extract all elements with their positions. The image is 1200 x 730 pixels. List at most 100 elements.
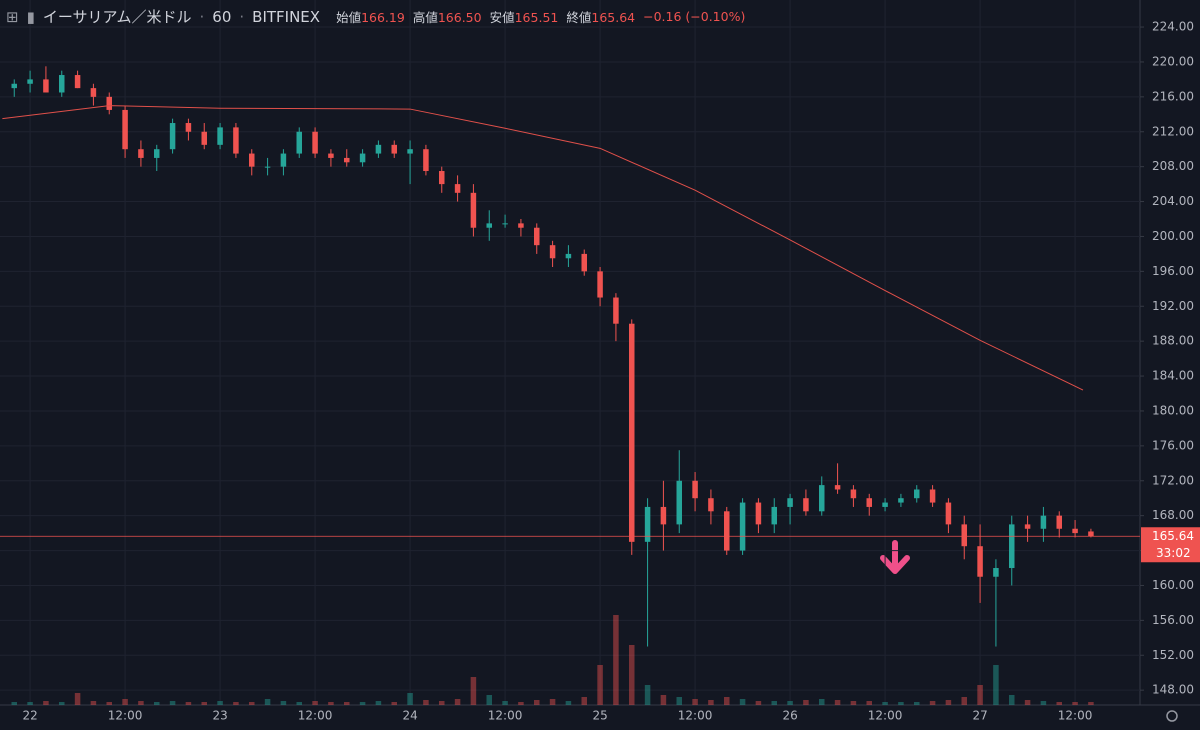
- volume-bar: [439, 701, 445, 705]
- candle-body: [59, 75, 65, 93]
- ohlc-label: 始値: [336, 10, 362, 25]
- ohlc-item: 安値165.51: [490, 7, 559, 26]
- volume-bar: [407, 693, 413, 705]
- candle-body: [518, 223, 524, 228]
- x-tick-label: 26: [782, 709, 797, 723]
- candle-body: [961, 524, 967, 547]
- y-tick-label: 220.00: [1152, 54, 1194, 68]
- volume-bar: [534, 700, 540, 705]
- y-tick-label: 180.00: [1152, 403, 1194, 417]
- last-price-box: [1141, 527, 1200, 563]
- candle-body: [296, 131, 302, 154]
- candle-body: [581, 253, 587, 272]
- candle-body: [470, 192, 477, 228]
- volume-bar: [328, 702, 334, 705]
- y-tick-label: 188.00: [1152, 334, 1194, 348]
- volume-bar: [581, 697, 587, 705]
- volume-bar: [11, 702, 17, 705]
- volume-bar: [1040, 701, 1047, 705]
- volume-bar: [296, 702, 302, 705]
- ohlc-label: 終値: [566, 10, 592, 25]
- y-tick-label: 172.00: [1152, 473, 1194, 487]
- candle-body: [407, 149, 413, 154]
- candle-body: [454, 184, 461, 193]
- y-tick-label: 160.00: [1152, 578, 1194, 592]
- candle-body: [787, 498, 793, 507]
- x-tick-label: 12:00: [298, 709, 333, 723]
- volume-bar: [597, 665, 603, 705]
- candle-body: [391, 144, 397, 154]
- candle-body: [755, 502, 762, 525]
- volume-bar: [866, 701, 872, 705]
- candle-body: [739, 502, 746, 551]
- volume-bar: [644, 685, 651, 705]
- volume-bar: [993, 665, 999, 705]
- volume-bar: [708, 700, 714, 705]
- ohlc-item: 始値166.19: [336, 7, 405, 26]
- volume-bar: [280, 701, 287, 705]
- y-tick-label: 212.00: [1152, 124, 1194, 138]
- candle-body: [1088, 531, 1094, 537]
- volume-bar: [375, 701, 382, 705]
- volume-bar: [122, 699, 128, 705]
- candle-body: [328, 153, 334, 158]
- y-tick-label: 152.00: [1152, 648, 1194, 662]
- volume-bar: [423, 700, 429, 705]
- candle-body: [644, 506, 651, 542]
- candle-body: [929, 489, 936, 503]
- interval: 60: [212, 7, 232, 26]
- candle-body: [1072, 528, 1078, 534]
- volume-bar: [898, 702, 904, 705]
- grid: [0, 0, 1140, 705]
- y-tick-label: 224.00: [1152, 20, 1194, 34]
- volume-bar: [312, 701, 318, 705]
- candle-body: [423, 149, 429, 172]
- countdown: 33:02: [1156, 546, 1191, 560]
- volume-bar: [724, 697, 730, 705]
- ohlc-value: 166.50: [437, 10, 482, 25]
- candle-body: [359, 153, 366, 163]
- volume-bar: [154, 702, 160, 705]
- volume-bar: [233, 702, 239, 705]
- volume-bar: [185, 702, 192, 705]
- x-tick-label: 12:00: [678, 709, 713, 723]
- change: −0.16 (−0.10%): [643, 9, 746, 24]
- candle-body: [771, 506, 777, 525]
- exchange[interactable]: BITFINEX: [252, 7, 321, 26]
- volume-bar: [660, 695, 667, 705]
- candle-body: [169, 123, 176, 150]
- volume-bar: [819, 699, 825, 705]
- volume-bar: [470, 677, 477, 705]
- candle-body: [993, 568, 999, 577]
- candle-body: [549, 245, 556, 259]
- candle-body: [375, 144, 382, 154]
- ohlc-item: 高値166.50: [413, 7, 482, 26]
- ohlc-label: 安値: [489, 10, 515, 25]
- candle-body: [1009, 524, 1015, 569]
- volume-bar: [961, 697, 967, 705]
- volume-bar: [454, 699, 461, 705]
- volume-bar: [771, 701, 777, 705]
- x-tick-label: 12:00: [868, 709, 903, 723]
- volume-bar: [739, 699, 746, 705]
- separator: ·: [199, 7, 205, 26]
- ohlc-value: 166.19: [361, 10, 405, 25]
- settings-icon[interactable]: [1166, 710, 1178, 722]
- x-tick-label: 23: [212, 709, 227, 723]
- candle-body: [138, 149, 144, 158]
- flag-icon[interactable]: ▮: [26, 7, 35, 26]
- separator: ·: [239, 7, 245, 26]
- candle-body: [280, 153, 287, 167]
- ohlc-legend: 始値166.19 高値166.50 安値165.51 終値165.64: [336, 7, 635, 26]
- moving-average: [2, 105, 1084, 391]
- candle-body: [613, 297, 619, 324]
- volume-bar: [217, 701, 223, 705]
- add-icon[interactable]: ⊞: [6, 7, 19, 26]
- volume-bar: [850, 701, 857, 705]
- candle-body: [534, 227, 540, 246]
- y-tick-label: 204.00: [1152, 194, 1194, 208]
- candle-body: [312, 131, 318, 154]
- candle-body: [660, 506, 667, 525]
